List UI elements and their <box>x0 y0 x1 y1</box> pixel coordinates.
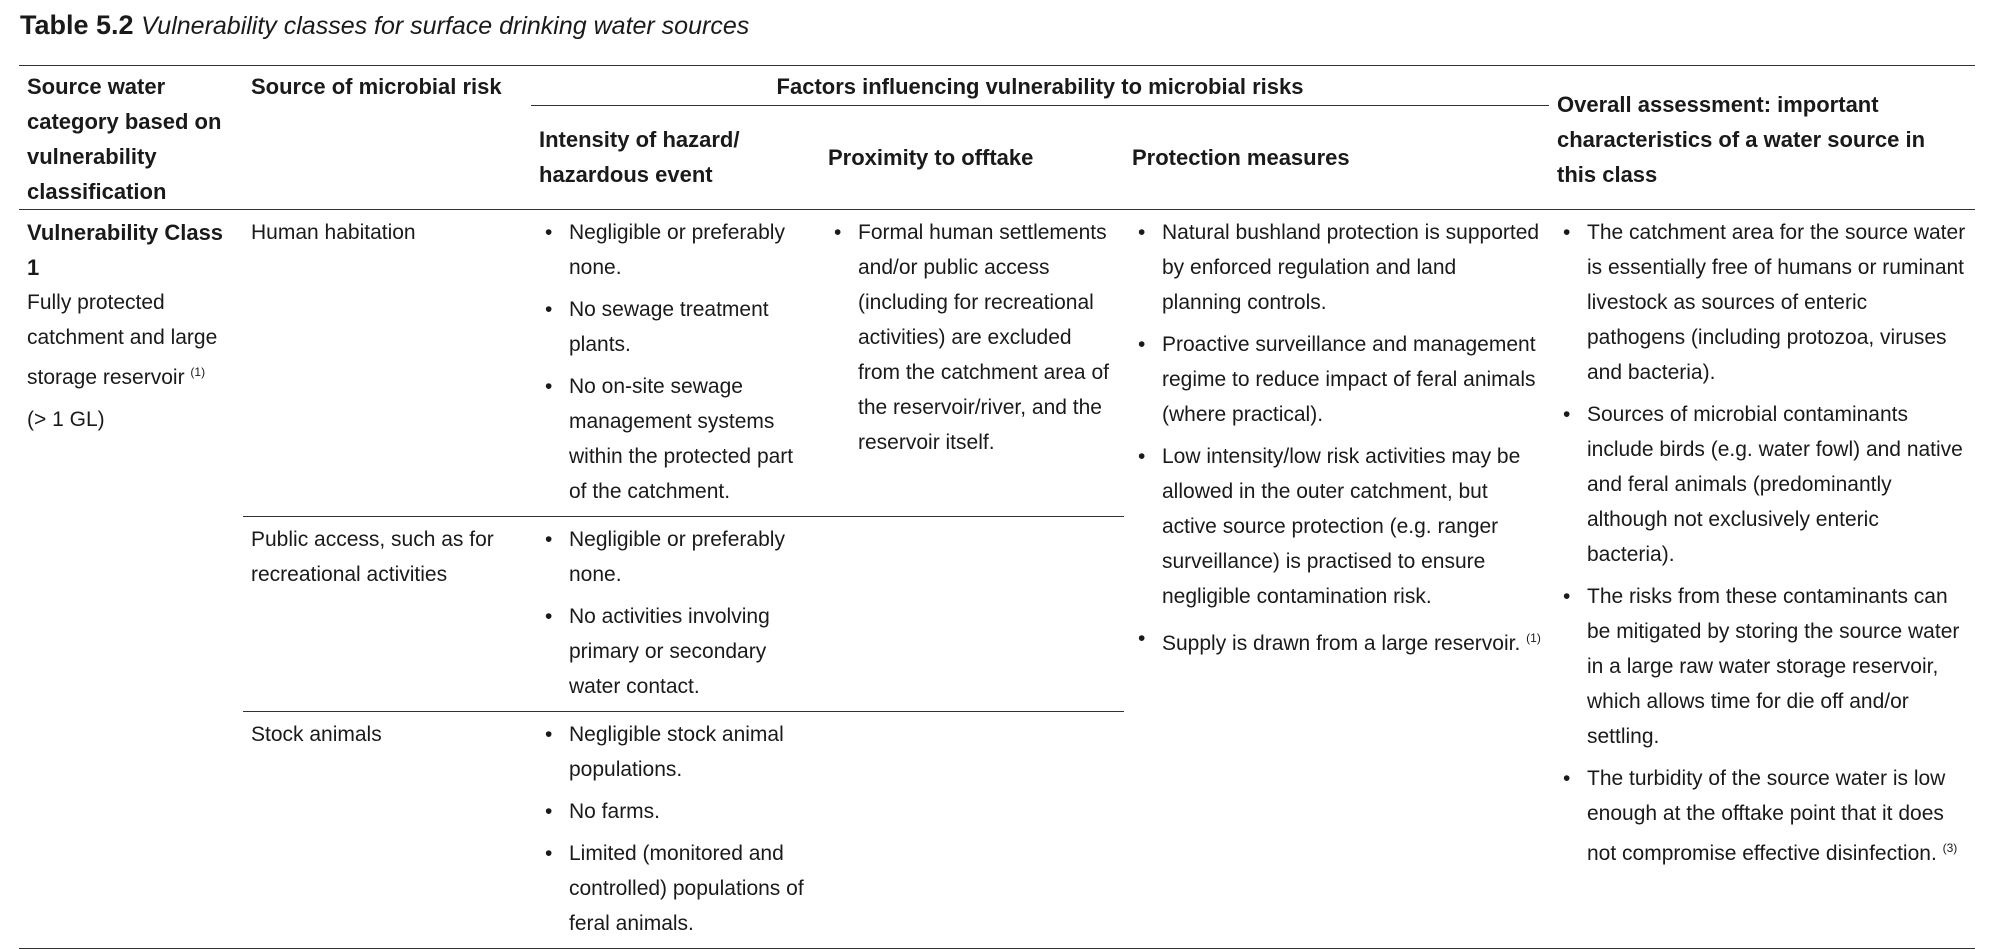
item-text: The turbidity of the source water is low… <box>1587 767 1946 865</box>
bullet-list: The catchment area for the source water … <box>1557 215 1967 871</box>
item-text: No activities involving primary or secon… <box>569 605 770 698</box>
column-header: Source water category based on vulnerabi… <box>27 74 222 204</box>
table: Source water category based on vulnerabi… <box>19 65 1975 949</box>
intensity-cell: Negligible stock animal populations. No f… <box>531 711 820 949</box>
bullet-item: Negligible stock animal populations. <box>539 717 812 787</box>
item-text: Low intensity/low risk activities may be… <box>1162 445 1521 608</box>
assessment-cell: The catchment area for the source water … <box>1549 209 1975 949</box>
bullet-item: Negligible or preferably none. <box>539 522 812 592</box>
bullet-item: No sewage treatment plants. <box>539 292 812 362</box>
bullet-item: Negligible or preferably none. <box>539 215 812 285</box>
table-row: Stock animalsNegligible stock animal pop… <box>19 711 1975 949</box>
bullet-item: Natural bushland protection is supported… <box>1132 215 1541 320</box>
category-cell: Vulnerability Class 1 Fully protected cat… <box>19 209 243 949</box>
intensity-cell: Negligible or preferably none. No activit… <box>531 516 820 712</box>
bullet-item: Low intensity/low risk activities may be… <box>1132 439 1541 614</box>
bullet-item: Sources of microbial contaminants includ… <box>1557 397 1967 572</box>
table-body: Vulnerability Class 1 Fully protected cat… <box>19 209 1975 949</box>
bullet-item: Formal human settlements and/or public a… <box>828 215 1116 460</box>
item-text: The risks from these contaminants can be… <box>1587 585 1960 748</box>
bullet-item: The catchment area for the source water … <box>1557 215 1967 390</box>
column-header: Source of microbial risk <box>251 74 502 99</box>
bullet-item: The turbidity of the source water is low… <box>1557 761 1967 871</box>
item-text: Negligible or preferably none. <box>569 528 785 586</box>
bullet-item: No activities involving primary or secon… <box>539 599 812 704</box>
footnote-ref: (1) <box>190 365 206 379</box>
footnote-ref: (1) <box>1526 631 1541 645</box>
item-text: No on-site sewage management systems wit… <box>569 375 794 503</box>
proximity-cell: Formal human settlements and/or public a… <box>820 209 1124 517</box>
category-description: Fully protected catchment and large stor… <box>27 285 235 395</box>
bullet-item: Limited (monitored and controlled) popul… <box>539 836 812 941</box>
bullet-list: Natural bushland protection is supported… <box>1132 215 1541 661</box>
proximity-cell <box>820 516 1124 712</box>
bullet-list: Negligible stock animal populations. No f… <box>539 717 812 941</box>
item-text: Limited (monitored and controlled) popul… <box>569 842 804 935</box>
intensity-cell: Negligible or preferably none. No sewage … <box>531 209 820 517</box>
column-header: Overall assessment: important characteri… <box>1557 91 1926 187</box>
item-text: Formal human settlements and/or public a… <box>858 221 1109 454</box>
bullet-item: No on-site sewage management systems wit… <box>539 369 812 509</box>
column-header: Protection measures <box>1132 144 1350 170</box>
table-row: Public access, such as for recreational … <box>19 516 1975 712</box>
caption-label: Table 5.2 <box>20 10 134 40</box>
description-text: Fully protected catchment and large stor… <box>27 291 218 389</box>
source-name: Human habitation <box>243 209 531 517</box>
bullet-item: Supply is drawn from a large reservoir. … <box>1132 621 1541 661</box>
item-text: Proactive surveillance and management re… <box>1162 333 1536 426</box>
protection-cell: Natural bushland protection is supported… <box>1124 209 1549 949</box>
item-text: Negligible or preferably none. <box>569 221 785 279</box>
group-header: Factors influencing vulnerability to mic… <box>531 65 1549 106</box>
bullet-list: Formal human settlements and/or public a… <box>828 215 1116 460</box>
bullet-list: Negligible or preferably none. No sewage … <box>539 215 812 509</box>
item-text: Supply is drawn from a large reservoir. <box>1162 632 1521 655</box>
source-name: Public access, such as for recreational … <box>243 516 531 712</box>
column-header: Intensity of hazard/ hazardous event <box>539 127 740 188</box>
bullet-item: The risks from these contaminants can be… <box>1557 579 1967 754</box>
item-text: No farms. <box>569 800 661 823</box>
item-text: Sources of microbial contaminants includ… <box>1587 403 1963 566</box>
item-text: Natural bushland protection is supported… <box>1162 221 1540 314</box>
category-capacity: (> 1 GL) <box>27 408 105 431</box>
item-text: Negligible stock animal populations. <box>569 723 784 781</box>
category-title: Vulnerability Class 1 <box>27 220 224 280</box>
item-text: The catchment area for the source water … <box>1587 221 1966 384</box>
bullet-item: Proactive surveillance and management re… <box>1132 327 1541 432</box>
bullet-item: No farms. <box>539 794 812 829</box>
proximity-cell <box>820 711 1124 949</box>
column-header: Proximity to offtake <box>828 144 1034 170</box>
item-text: No sewage treatment plants. <box>569 298 769 356</box>
source-name: Stock animals <box>243 711 531 949</box>
caption-title: Vulnerability classes for surface drinki… <box>141 12 750 40</box>
bullet-list: Negligible or preferably none. No activit… <box>539 522 812 704</box>
table-caption: Table 5.2 Vulnerability classes for surf… <box>20 10 749 41</box>
footnote-ref: (3) <box>1942 841 1958 855</box>
table-row: Vulnerability Class 1 Fully protected cat… <box>19 209 1975 949</box>
